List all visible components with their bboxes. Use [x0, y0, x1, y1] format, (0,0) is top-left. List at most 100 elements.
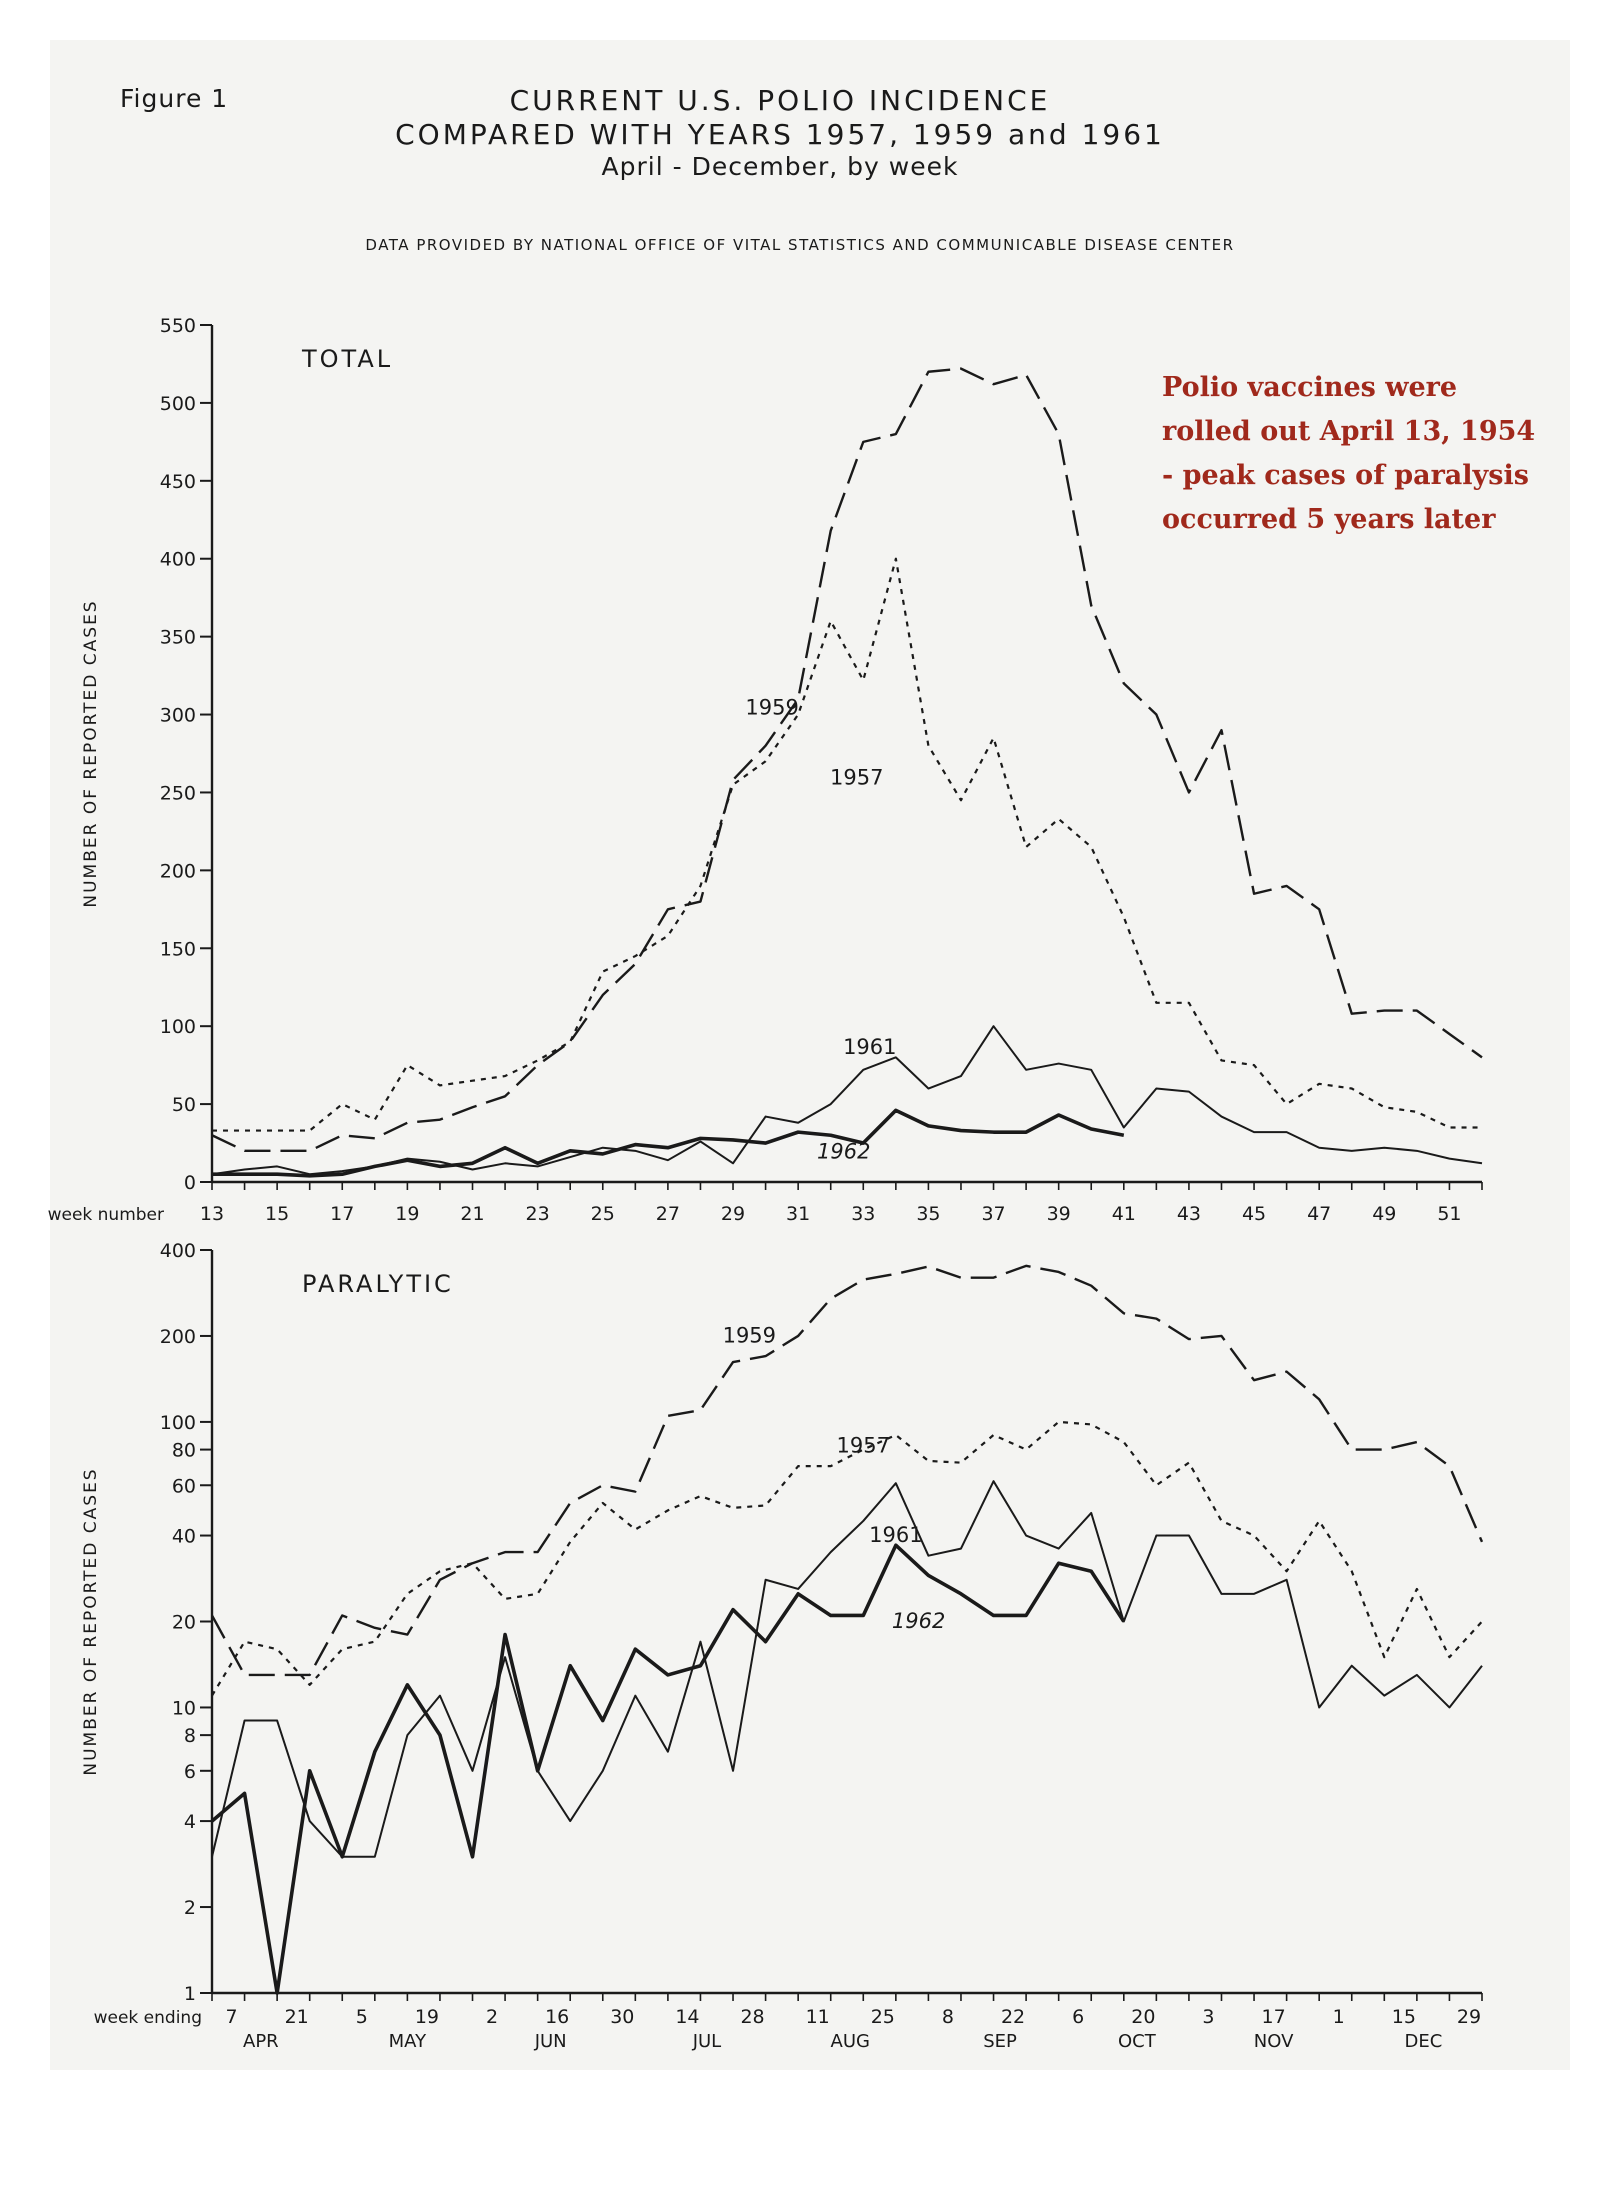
y-tick-label: 400 — [160, 549, 196, 571]
y-tick-label: 50 — [172, 1094, 196, 1116]
series-label-1961: 1961 — [869, 1523, 922, 1547]
chart-panel-total — [200, 324, 1483, 1190]
series-label-1959: 1959 — [745, 696, 798, 720]
x-month-label: DEC — [1404, 2031, 1442, 2052]
x-tick-label-week-ending: 8 — [942, 2006, 954, 2028]
y-tick-label: 450 — [160, 471, 196, 493]
x-tick-label: 31 — [786, 1203, 810, 1225]
x-month-label: MAY — [389, 2031, 427, 2052]
x-month-label: OCT — [1118, 2031, 1157, 2052]
y-tick-label: 300 — [160, 705, 196, 727]
x-tick-label-week-ending: 5 — [356, 2006, 368, 2028]
x-tick-label: 19 — [395, 1203, 419, 1225]
series-line-1957 — [212, 557, 1482, 1132]
x-month-label: SEP — [983, 2031, 1017, 2052]
y-tick-label: 80 — [172, 1440, 196, 1462]
series-label-1961: 1961 — [843, 1035, 896, 1059]
series-line-1962 — [212, 1108, 1125, 1178]
x-tick-label: 17 — [330, 1203, 354, 1225]
x-tick-label: 35 — [916, 1203, 940, 1225]
x-tick-label-week-ending: 22 — [1001, 2006, 1025, 2028]
y-tick-label: 40 — [172, 1526, 196, 1548]
x-month-label: NOV — [1254, 2031, 1294, 2052]
x-tick-label-week-ending: 17 — [1261, 2006, 1285, 2028]
x-tick-label-week-ending: 15 — [1392, 2006, 1416, 2028]
x-tick-label: 49 — [1372, 1203, 1396, 1225]
y-tick-label: 1 — [184, 1983, 196, 2005]
x-tick-label: 15 — [265, 1203, 289, 1225]
x-axis-title-week-ending: week ending — [94, 2008, 202, 2028]
x-tick-label-week-ending: 1 — [1333, 2006, 1345, 2028]
y-tick-label: 6 — [184, 1761, 196, 1783]
x-tick-label: 39 — [1047, 1203, 1071, 1225]
series-label-1957: 1957 — [837, 1434, 890, 1458]
series-line-1962 — [210, 1543, 1126, 1995]
x-tick-label-week-ending: 14 — [675, 2006, 699, 2028]
y-tick-label: 400 — [160, 1240, 196, 1262]
x-tick-label: 45 — [1242, 1203, 1266, 1225]
x-tick-label: 25 — [591, 1203, 615, 1225]
y-tick-label: 0 — [184, 1172, 196, 1194]
series-line-1959 — [210, 1264, 1484, 1677]
vaccine-annotation: Polio vaccines were rolled out April 13,… — [1162, 372, 1536, 535]
x-tick-label: 37 — [981, 1203, 1005, 1225]
x-tick-label: 29 — [721, 1203, 745, 1225]
x-tick-label-week-ending: 20 — [1131, 2006, 1155, 2028]
series-label-1959: 1959 — [723, 1323, 776, 1347]
x-tick-label: 51 — [1437, 1203, 1461, 1225]
y-tick-label: 10 — [172, 1697, 196, 1719]
y-tick-label: 8 — [184, 1725, 196, 1747]
series-label-1957: 1957 — [830, 766, 883, 790]
series-label-1962: 1962 — [892, 1609, 945, 1633]
series-line-1961 — [211, 1480, 1483, 1858]
y-tick-label: 200 — [160, 1326, 196, 1348]
y-tick-label: 350 — [160, 627, 196, 649]
y-tick-label: 550 — [160, 315, 196, 337]
y-tick-label: 250 — [160, 782, 196, 804]
x-tick-label-week-ending: 2 — [486, 2006, 498, 2028]
y-tick-label: 200 — [160, 860, 196, 882]
y-tick-label: 100 — [160, 1412, 196, 1434]
chart-subtitle: April - December, by week — [601, 152, 959, 181]
x-tick-label-week-ending: 25 — [871, 2006, 895, 2028]
x-tick-label: 13 — [200, 1203, 224, 1225]
x-tick-label-week-ending: 16 — [545, 2006, 569, 2028]
x-month-label: APR — [243, 2031, 279, 2052]
x-tick-label: 41 — [1112, 1203, 1136, 1225]
x-month-label: JUL — [692, 2031, 722, 2052]
series-label-1962: 1962 — [817, 1140, 870, 1164]
data-source-note: Data Provided by National Office of Vita… — [365, 236, 1235, 254]
x-tick-label-week-ending: 7 — [225, 2006, 237, 2028]
y-tick-label: 60 — [172, 1475, 196, 1497]
chart-title-line1: CURRENT U.S. POLIO INCIDENCE — [509, 84, 1051, 117]
chart-panel-paralytic — [200, 1249, 1484, 2001]
x-tick-label-week-ending: 21 — [285, 2006, 309, 2028]
x-month-label: JUN — [534, 2031, 567, 2052]
y-axis-title: NUMBER OF REPORTED CASES — [81, 1467, 101, 1775]
x-tick-label: 27 — [656, 1203, 680, 1225]
x-month-label: AUG — [831, 2031, 870, 2052]
paper-background — [50, 40, 1570, 2070]
y-tick-label: 150 — [160, 938, 196, 960]
x-tick-label: 21 — [460, 1203, 484, 1225]
series-line-1959 — [211, 367, 1483, 1153]
y-tick-label: 20 — [172, 1612, 196, 1634]
y-axis-title: NUMBER OF REPORTED CASES — [81, 599, 101, 907]
x-tick-label: 33 — [851, 1203, 875, 1225]
x-tick-label-week-ending: 30 — [610, 2006, 634, 2028]
y-tick-label: 100 — [160, 1016, 196, 1038]
x-tick-label-week-ending: 11 — [806, 2006, 830, 2028]
series-line-1957 — [211, 1420, 1483, 1697]
x-tick-label-week-ending: 6 — [1072, 2006, 1084, 2028]
x-axis-title-week-number: week number — [48, 1205, 164, 1225]
x-tick-label: 23 — [526, 1203, 550, 1225]
series-line-1961 — [211, 1025, 1483, 1176]
y-tick-label: 2 — [184, 1897, 196, 1919]
x-tick-label: 43 — [1177, 1203, 1201, 1225]
panel-label-total: TOTAL — [301, 345, 393, 373]
panel-label-paralytic: PARALYTIC — [302, 1270, 454, 1298]
x-tick-label-week-ending: 19 — [415, 2006, 439, 2028]
y-tick-label: 4 — [184, 1811, 196, 1833]
chart-title-line2: COMPARED WITH YEARS 1957, 1959 and 1961 — [395, 118, 1165, 151]
